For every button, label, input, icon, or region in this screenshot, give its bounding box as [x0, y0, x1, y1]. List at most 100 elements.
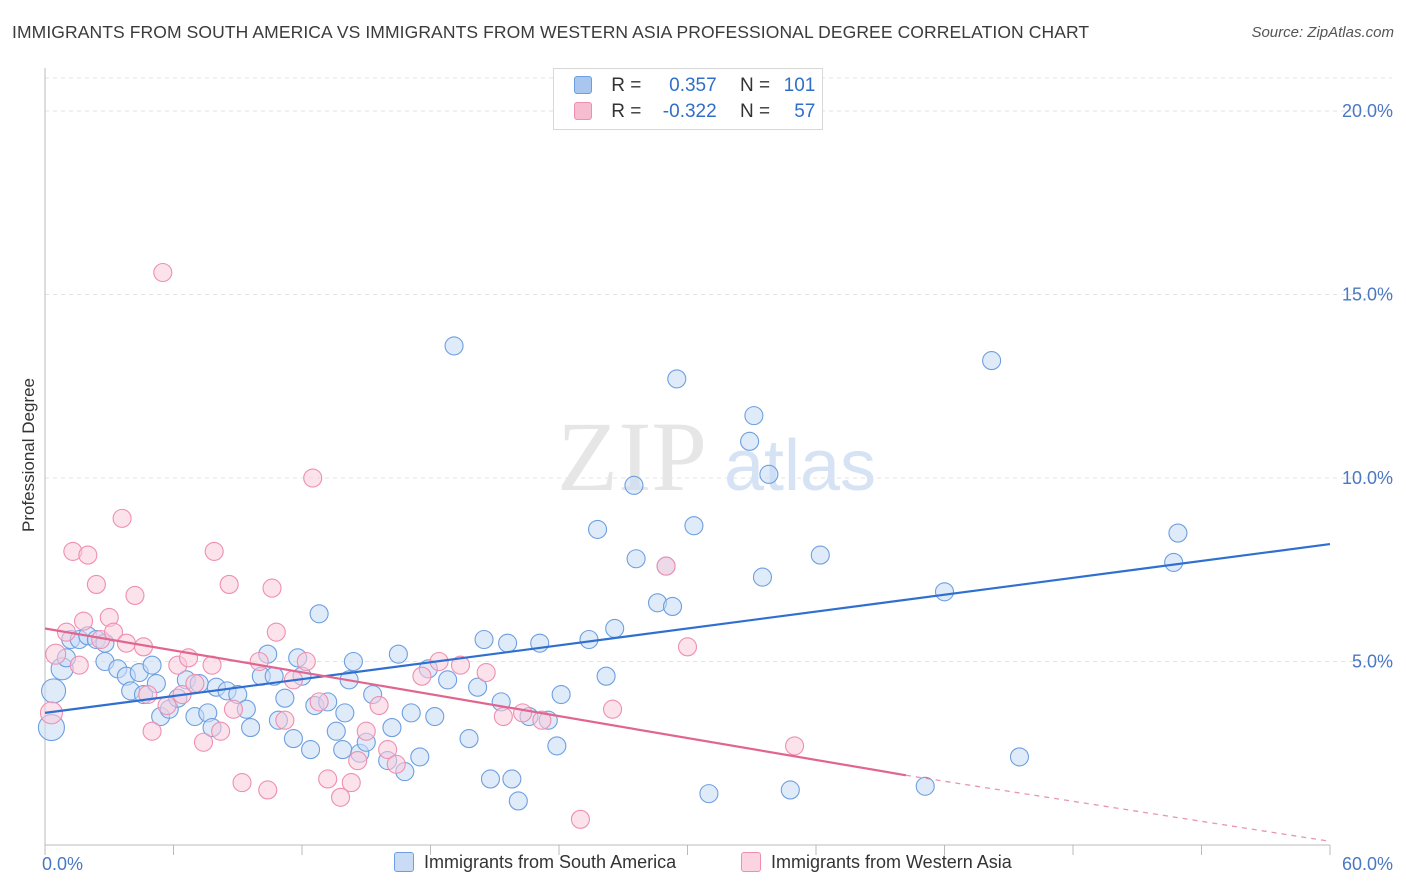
legend-n-value: 101 — [783, 75, 816, 96]
data-point — [335, 703, 355, 723]
data-point — [450, 655, 471, 675]
legend-label-western-asia: Immigrants from Western Asia — [771, 852, 1012, 872]
data-point — [157, 695, 177, 716]
legend-row-south-america: R = 0.357 N = 101 — [574, 75, 815, 99]
data-point — [283, 729, 303, 749]
data-point — [382, 718, 402, 738]
data-point — [356, 721, 376, 741]
data-point — [476, 662, 496, 683]
data-point — [343, 651, 363, 672]
data-point — [333, 740, 353, 760]
legend-swatch-south-america — [394, 852, 414, 872]
data-point — [915, 776, 935, 796]
trend-line-western-asia-extension — [905, 774, 1331, 842]
data-point — [551, 684, 571, 705]
legend-n-label: N = — [739, 101, 771, 122]
data-point — [412, 666, 432, 686]
data-point — [410, 747, 430, 767]
data-point — [326, 721, 346, 741]
legend-item-south-america: Immigrants from South America — [394, 852, 676, 873]
legend-r-label: R = — [611, 75, 642, 96]
data-point — [232, 773, 252, 793]
data-point — [684, 516, 704, 536]
legend-label-south-america: Immigrants from South America — [424, 852, 677, 872]
data-point — [605, 618, 625, 639]
data-point — [1164, 552, 1184, 572]
data-point — [662, 596, 683, 617]
data-point — [474, 629, 494, 650]
data-point — [624, 475, 644, 495]
data-point — [262, 578, 282, 598]
data-point — [438, 670, 458, 690]
data-point — [211, 721, 231, 741]
data-point — [275, 710, 295, 730]
data-point — [602, 699, 623, 719]
y-tick-label: 5.0% — [1352, 652, 1393, 672]
legend-row-western-asia: R = -0.322 N = 57 — [574, 101, 815, 125]
data-point — [348, 751, 368, 771]
series-western-asia — [39, 262, 805, 829]
data-point — [378, 740, 398, 760]
trend-line-western-asia — [44, 627, 907, 777]
x-tick-labels: 0.0% 60.0% — [42, 854, 1393, 874]
data-point — [596, 666, 616, 686]
data-point — [502, 769, 522, 789]
data-point — [468, 677, 488, 697]
legend-n-value: 57 — [794, 101, 816, 122]
data-point — [309, 604, 329, 624]
chart-title: IMMIGRANTS FROM SOUTH AMERICA VS IMMIGRA… — [12, 22, 1090, 42]
data-point — [112, 508, 132, 528]
data-point — [752, 567, 773, 587]
data-point — [459, 729, 479, 749]
data-point — [318, 769, 338, 789]
data-point — [301, 740, 321, 760]
data-point — [296, 651, 316, 672]
data-point — [570, 809, 590, 829]
data-point — [369, 695, 389, 716]
y-tick-label: 20.0% — [1342, 101, 1393, 121]
watermark: ZIP atlas — [557, 401, 876, 512]
data-point — [780, 780, 800, 800]
data-point — [41, 678, 67, 704]
data-point — [74, 611, 94, 631]
data-point — [223, 699, 244, 719]
data-point — [1168, 523, 1188, 543]
legend-r-value: -0.322 — [662, 101, 717, 122]
data-point — [275, 688, 295, 708]
data-point — [78, 545, 98, 565]
data-point — [266, 622, 286, 642]
y-tick-labels: 5.0% 10.0% 15.0% 20.0% — [1342, 101, 1393, 671]
data-point — [480, 769, 501, 789]
data-point — [45, 643, 67, 665]
data-point — [69, 655, 89, 675]
y-axis-label: Professional Degree — [19, 378, 38, 532]
data-point — [587, 519, 608, 539]
data-point — [1009, 747, 1030, 767]
y-tick-label: 15.0% — [1342, 285, 1393, 305]
legend-item-western-asia: Immigrants from Western Asia — [741, 852, 1012, 873]
y-tick-label: 10.0% — [1342, 468, 1393, 488]
data-point — [699, 784, 719, 804]
correlation-legend: R = 0.357 N = 101 R = -0.322 N = 57 — [553, 68, 823, 130]
legend-r-value: 0.357 — [669, 75, 717, 96]
data-point — [532, 710, 552, 730]
data-point — [444, 336, 464, 356]
data-point — [258, 780, 278, 800]
data-point — [425, 707, 445, 727]
data-point — [388, 644, 408, 664]
data-point — [249, 651, 269, 672]
data-point — [309, 692, 329, 712]
data-point — [508, 791, 528, 811]
data-point — [330, 787, 351, 807]
legend-swatch-south-america — [574, 76, 592, 94]
data-point — [204, 541, 224, 561]
data-point — [810, 545, 830, 565]
data-point — [241, 718, 261, 738]
data-point — [498, 633, 518, 653]
data-point — [677, 637, 698, 657]
data-point — [513, 703, 533, 723]
data-point — [341, 773, 361, 793]
data-point — [667, 369, 687, 389]
data-point — [142, 655, 162, 675]
source-credit: Source: ZipAtlas.com — [1251, 24, 1394, 41]
